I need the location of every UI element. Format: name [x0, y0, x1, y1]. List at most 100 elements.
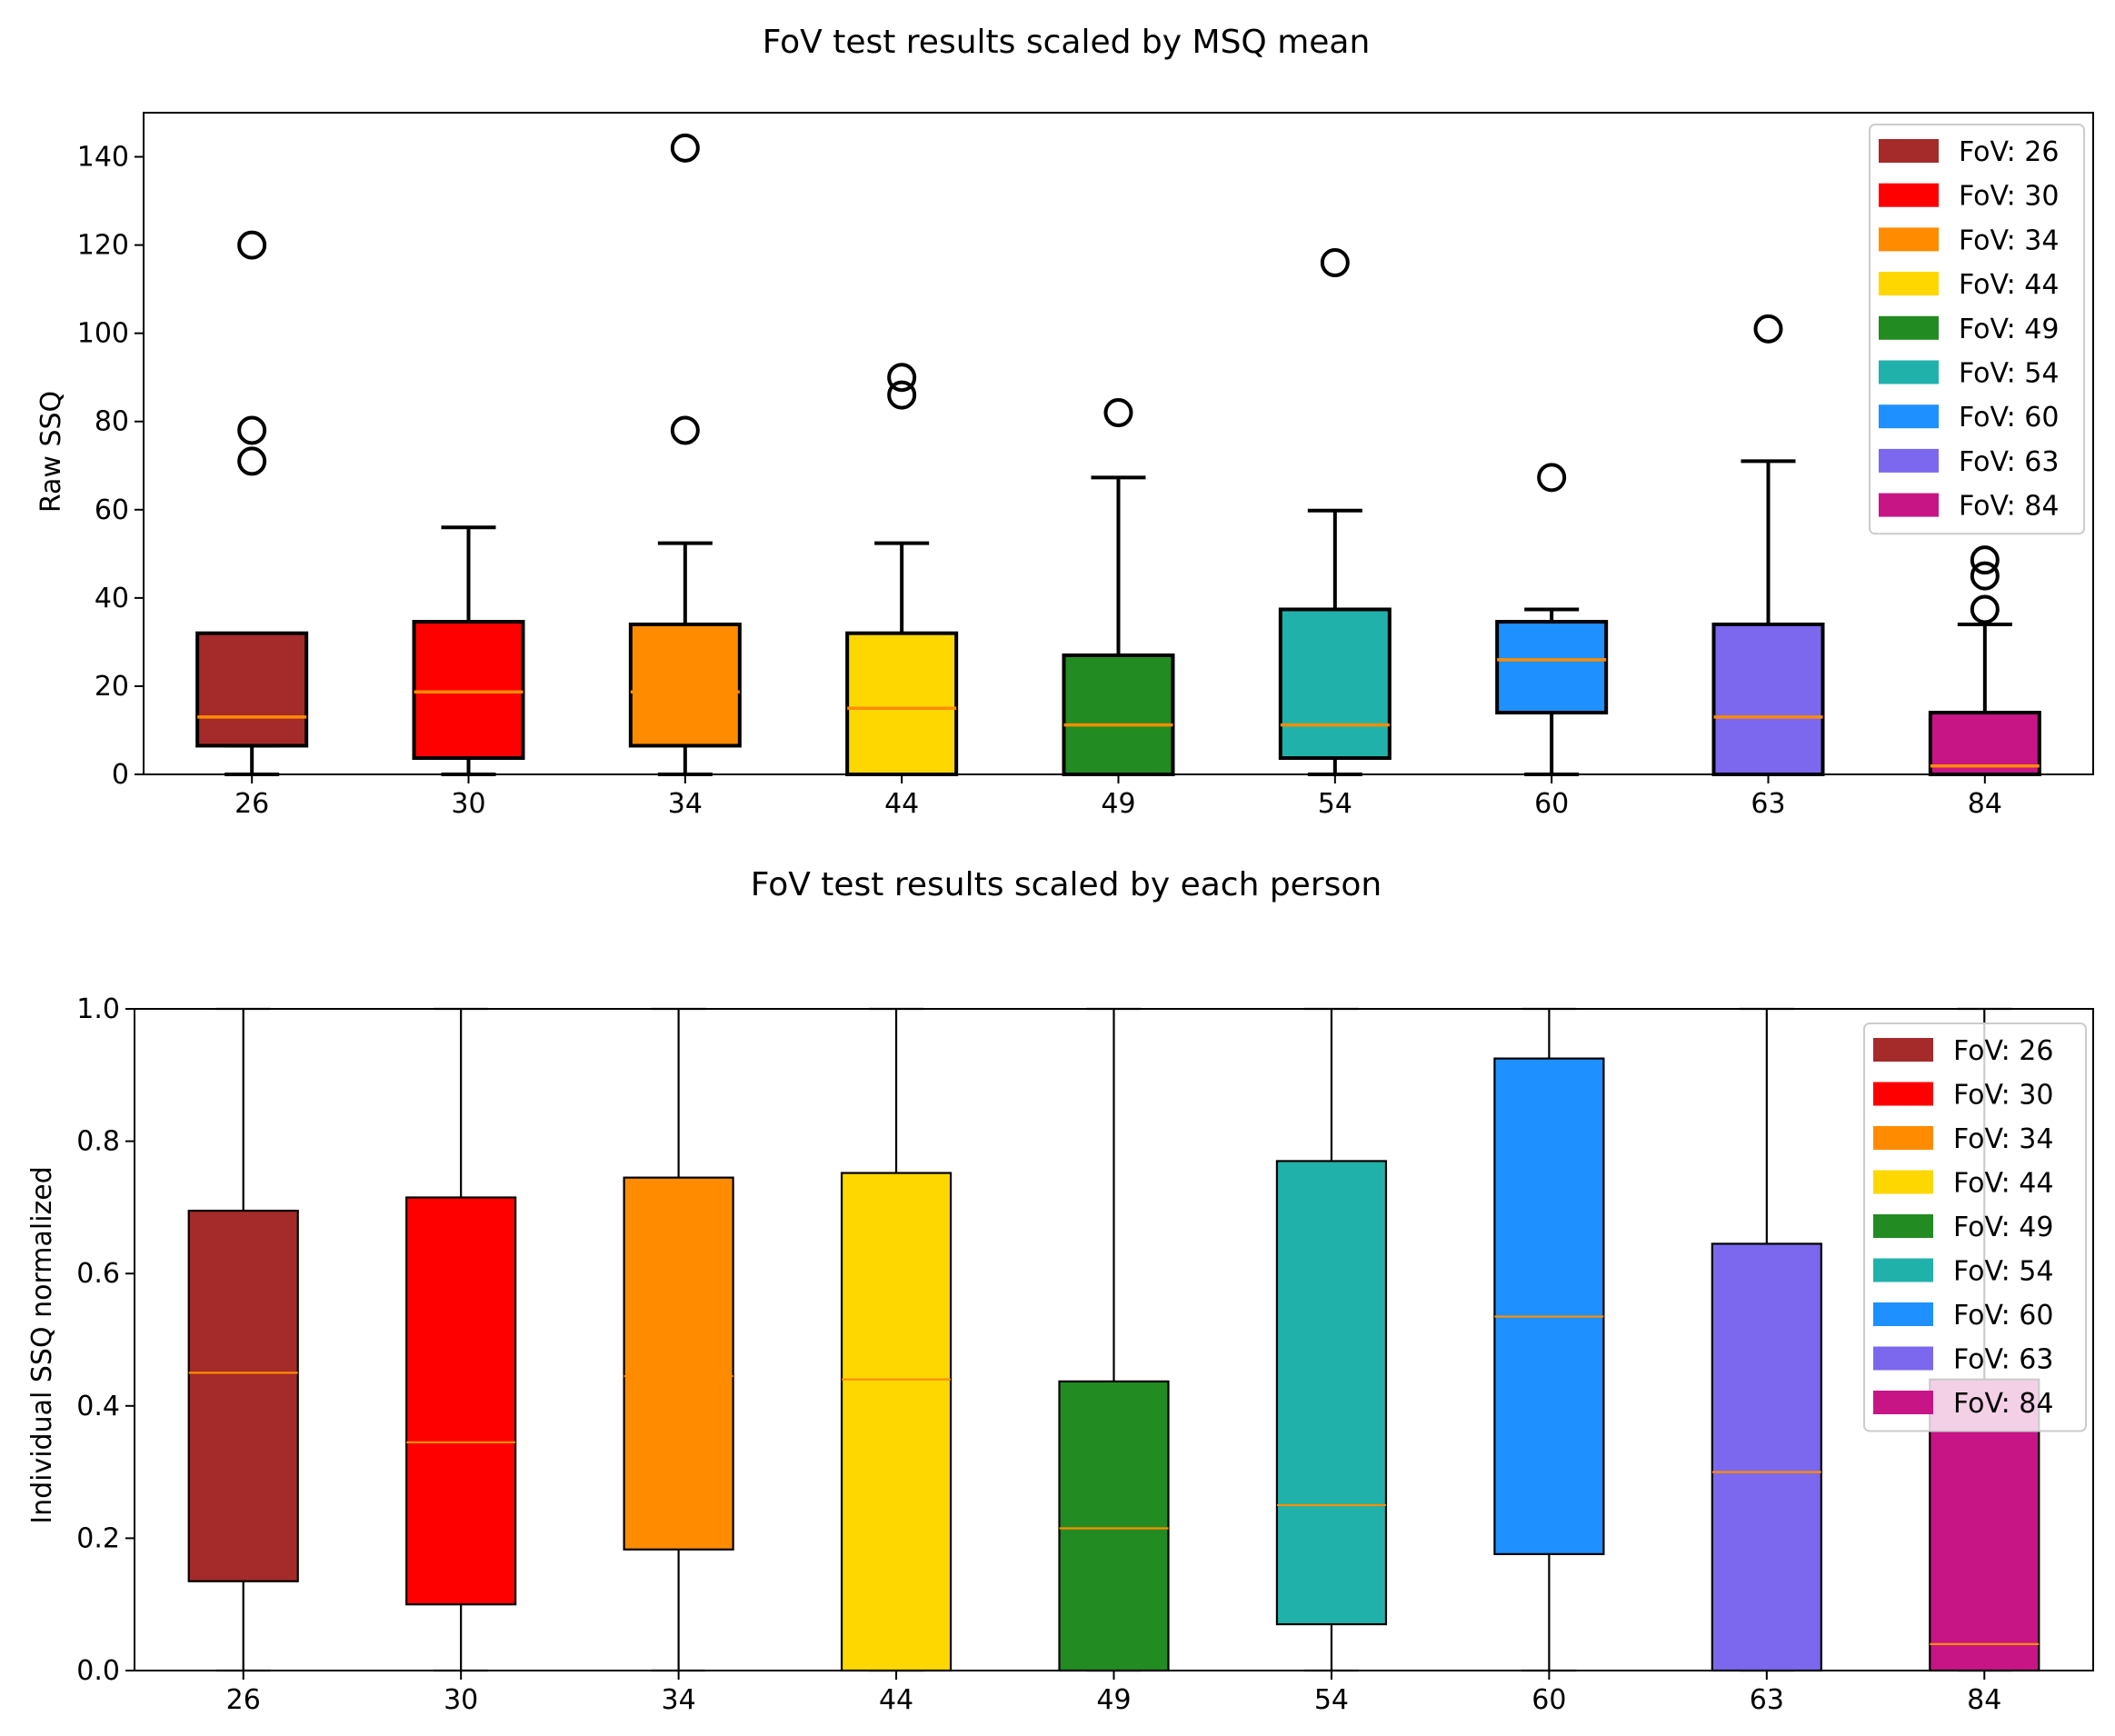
y-tick-label: 80 [95, 406, 129, 438]
box-60 [1495, 463, 1609, 776]
y-tick-label: 100 [77, 318, 129, 350]
legend: FoV: 26 FoV: 30 FoV: 34 FoV: 44 FoV: 49 FoV: … [1869, 124, 2085, 535]
legend-label: FoV: 54 [1959, 358, 2059, 390]
y-axis-label: Individual SSQ normalized [26, 1166, 58, 1524]
legend-swatch [1873, 1214, 1933, 1238]
x-tick-label: 84 [1968, 788, 2002, 820]
legend: FoV: 26 FoV: 30 FoV: 34 FoV: 44 FoV: 49 FoV: … [1863, 1023, 2087, 1432]
y-tick-label: 0.2 [76, 1522, 120, 1554]
legend-swatch [1873, 1391, 1933, 1414]
legend-label: FoV: 60 [1959, 402, 2059, 434]
legend-swatch [1873, 1258, 1933, 1282]
x-tick-label: 34 [662, 1684, 696, 1716]
y-tick-label: 120 [77, 230, 129, 262]
outlier-point [1970, 545, 2000, 575]
legend-label: FoV: 26 [1959, 136, 2059, 168]
legend-swatch [1873, 1126, 1933, 1150]
box-63 [1711, 314, 1825, 777]
y-tick-label: 60 [95, 494, 129, 526]
box-26 [195, 230, 309, 776]
box-body [1058, 1380, 1170, 1672]
legend-swatch [1879, 139, 1939, 163]
box-34 [628, 133, 742, 776]
y-axis-label: Raw SSQ [35, 391, 67, 513]
x-tick-label: 30 [451, 788, 485, 820]
y-tick-label: 40 [95, 583, 129, 614]
box-84 [1928, 545, 2041, 777]
legend-label: FoV: 34 [1959, 224, 2059, 256]
box-body [195, 631, 309, 748]
box-body [623, 1176, 734, 1551]
legend-label: FoV: 84 [1959, 491, 2059, 523]
box-body [628, 622, 742, 748]
box-49 [1058, 1007, 1170, 1672]
plot-area: 0 20 40 60 80 100 120 140 26 30 34 44 49 54 60 63 84 FoV:… [77, 112, 2094, 820]
legend-swatch [1873, 1302, 1933, 1326]
x-tick-label: 54 [1318, 788, 1352, 820]
box-body [845, 631, 959, 777]
legend-frame [1869, 124, 2085, 535]
legend-swatch [1879, 404, 1939, 429]
legend-swatch [1873, 1346, 1933, 1371]
box-body [1711, 622, 1825, 777]
legend-label: FoV: 44 [1959, 269, 2059, 301]
outlier-point [1537, 463, 1567, 493]
box-body [1495, 620, 1609, 715]
outlier-point [887, 363, 917, 393]
chart-title: FoV test results scaled by each person [751, 866, 1382, 903]
box-body [405, 1196, 517, 1606]
x-tick-label: 63 [1750, 1684, 1784, 1716]
x-tick-label: 60 [1534, 788, 1569, 820]
x-tick-label: 84 [1967, 1684, 2001, 1716]
x-tick-label: 60 [1531, 1684, 1566, 1716]
legend-label: FoV: 26 [1953, 1035, 2053, 1067]
y-tick-label: 140 [77, 142, 129, 174]
y-tick-label: 1.0 [76, 993, 120, 1025]
legend-swatch [1879, 493, 1939, 517]
box-60 [1493, 1007, 1605, 1672]
x-tick-label: 63 [1751, 788, 1785, 820]
box-body [412, 620, 525, 761]
legend-label: FoV: 34 [1953, 1123, 2053, 1155]
box-body [1275, 1160, 1388, 1626]
legend-swatch [1879, 227, 1939, 252]
legend-swatch [1879, 183, 1939, 207]
outlier-point [887, 380, 917, 410]
outlier-point [1320, 248, 1350, 278]
outlier-point [670, 133, 700, 163]
outlier-point [670, 415, 700, 445]
y-tick-label: 0.6 [76, 1258, 120, 1290]
outlier-point [1753, 314, 1783, 344]
box-body [1928, 711, 2041, 777]
outlier-point [1970, 594, 2000, 624]
subplot-normalized-ssq: FoV test results scaled by each person I… [26, 866, 2094, 1716]
box-49 [1062, 398, 1175, 777]
box-63 [1711, 1007, 1822, 1672]
legend-label: FoV: 63 [1959, 446, 2059, 478]
y-tick-label: 20 [95, 671, 129, 703]
outlier-point [237, 230, 267, 260]
y-tick-label: 0.4 [76, 1391, 120, 1422]
box-body [1711, 1242, 1822, 1672]
legend-swatch [1873, 1082, 1933, 1106]
outlier-point [1103, 398, 1133, 428]
x-tick-label: 49 [1096, 1684, 1131, 1716]
box-54 [1275, 1007, 1388, 1672]
box-body [1278, 607, 1392, 761]
subplot-raw-ssq: FoV test results scaled by MSQ mean Raw … [35, 24, 2094, 820]
x-tick-label: 26 [234, 788, 269, 820]
y-tick-label: 0.8 [76, 1126, 120, 1158]
x-tick-label: 34 [668, 788, 703, 820]
plot-area: 0.0 0.2 0.4 0.6 0.8 1.0 26 30 34 44 49 54 60 63 84 FoV:… [76, 993, 2094, 1716]
legend-frame [1863, 1023, 2087, 1432]
legend-label: FoV: 30 [1953, 1080, 2053, 1112]
legend-label: FoV: 63 [1953, 1344, 2053, 1376]
outlier-point [237, 446, 267, 476]
box-body [1062, 653, 1175, 777]
legend-swatch [1879, 315, 1939, 340]
axes-frame [143, 112, 2094, 775]
box-54 [1278, 248, 1392, 776]
y-tick-label: 0.0 [76, 1655, 120, 1687]
legend-swatch [1879, 448, 1939, 473]
